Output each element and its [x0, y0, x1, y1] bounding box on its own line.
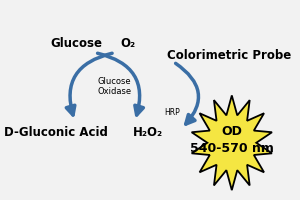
Text: OD
540-570 nm: OD 540-570 nm: [190, 125, 274, 155]
Text: O₂: O₂: [121, 37, 136, 50]
Text: D-Gluconic Acid: D-Gluconic Acid: [4, 126, 108, 139]
Text: Glucose
Oxidase: Glucose Oxidase: [98, 77, 132, 96]
Polygon shape: [192, 95, 272, 190]
Text: Glucose: Glucose: [50, 37, 102, 50]
Text: H₂O₂: H₂O₂: [133, 126, 163, 139]
Text: Colorimetric Probe: Colorimetric Probe: [167, 49, 291, 62]
Text: HRP: HRP: [164, 108, 180, 117]
